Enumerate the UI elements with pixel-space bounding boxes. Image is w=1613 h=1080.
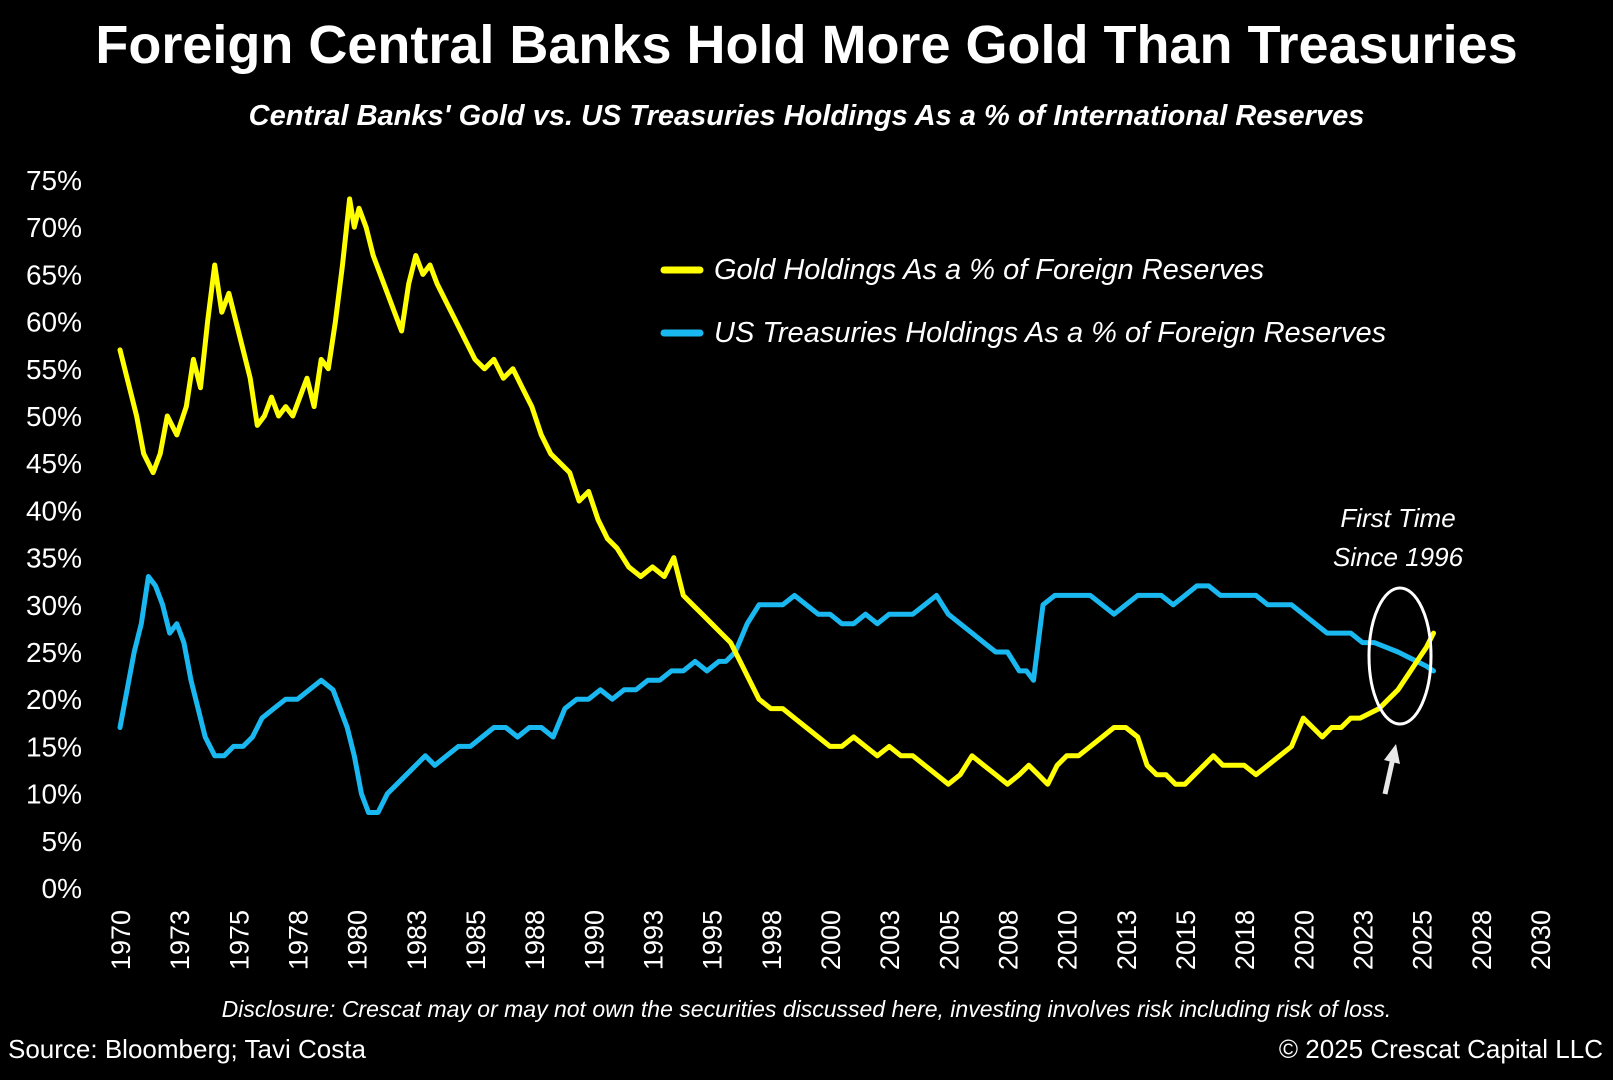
x-tick-label: 2020 — [1289, 910, 1319, 970]
y-tick-label: 30% — [26, 590, 82, 621]
x-tick-label: 1985 — [461, 910, 491, 970]
x-tick-label: 1995 — [698, 910, 728, 970]
x-tick-label: 2025 — [1408, 910, 1438, 970]
disclosure-text: Disclosure: Crescat may or may not own t… — [221, 996, 1392, 1022]
y-tick-label: 15% — [26, 731, 82, 762]
x-tick-label: 2008 — [994, 910, 1024, 970]
x-tick-label: 2010 — [1053, 910, 1083, 970]
annotation-line-2: Since 1996 — [1333, 542, 1464, 572]
x-tick-label: 2028 — [1467, 910, 1497, 970]
x-tick-label: 2000 — [816, 910, 846, 970]
x-tick-label: 2005 — [934, 910, 964, 970]
y-tick-label: 45% — [26, 448, 82, 479]
y-tick-label: 40% — [26, 495, 82, 526]
y-tick-label: 70% — [26, 212, 82, 243]
series-line-gold — [117, 196, 1436, 787]
y-tick-label: 25% — [26, 637, 82, 668]
legend-label-treasuries: US Treasuries Holdings As a % of Foreign… — [714, 317, 1386, 349]
x-tick-label: 1975 — [224, 910, 254, 970]
copyright-text: © 2025 Crescat Capital LLC — [1278, 1034, 1603, 1064]
y-axis: 0% 5% 10% 15% 20% 25% 30% 35% 40% 45% 50% 55% 60% 65%… — [26, 165, 82, 904]
x-tick-label: 1983 — [402, 910, 432, 970]
x-tick-label: 1978 — [284, 910, 314, 970]
x-tick-label: 1998 — [757, 910, 787, 970]
annotation: First Time Since 1996 — [1333, 503, 1464, 795]
x-tick-label: 1970 — [106, 910, 136, 970]
x-tick-label: 1988 — [520, 910, 550, 970]
annotation-line-1: First Time — [1340, 503, 1455, 533]
legend: Gold Holdings As a % of Foreign Reserves… — [660, 254, 1386, 349]
x-tick-label: 2013 — [1112, 910, 1142, 970]
chart-subtitle: Central Banks' Gold vs. US Treasuries Ho… — [248, 100, 1365, 132]
source-text: Source: Bloomberg; Tavi Costa — [8, 1034, 366, 1064]
x-tick-label: 2018 — [1230, 910, 1260, 970]
annotation-circle — [1367, 586, 1433, 726]
plot-area — [117, 196, 1436, 815]
chart-title: Foreign Central Banks Hold More Gold Tha… — [95, 15, 1518, 75]
x-axis: 1970 1973 1975 1978 1980 1983 1985 1988 1990 1993… — [106, 910, 1556, 970]
series-line-treasuries — [117, 574, 1436, 815]
y-tick-label: 10% — [26, 779, 82, 810]
y-tick-label: 50% — [26, 401, 82, 432]
y-tick-label: 35% — [26, 543, 82, 574]
y-tick-label: 75% — [26, 165, 82, 196]
legend-label-gold: Gold Holdings As a % of Foreign Reserves — [714, 254, 1264, 286]
x-tick-label: 2030 — [1526, 910, 1556, 970]
x-tick-label: 2023 — [1349, 910, 1379, 970]
x-tick-label: 1980 — [343, 910, 373, 970]
y-tick-label: 20% — [26, 684, 82, 715]
x-tick-label: 1973 — [165, 910, 195, 970]
x-tick-label: 2003 — [875, 910, 905, 970]
up-arrow-icon — [1382, 744, 1400, 795]
y-tick-label: 0% — [42, 873, 82, 904]
y-tick-label: 5% — [42, 826, 82, 857]
x-tick-label: 1990 — [579, 910, 609, 970]
x-tick-label: 1993 — [639, 910, 669, 970]
x-tick-label: 2015 — [1171, 910, 1201, 970]
y-tick-label: 65% — [26, 259, 82, 290]
y-tick-label: 60% — [26, 307, 82, 338]
y-tick-label: 55% — [26, 354, 82, 385]
